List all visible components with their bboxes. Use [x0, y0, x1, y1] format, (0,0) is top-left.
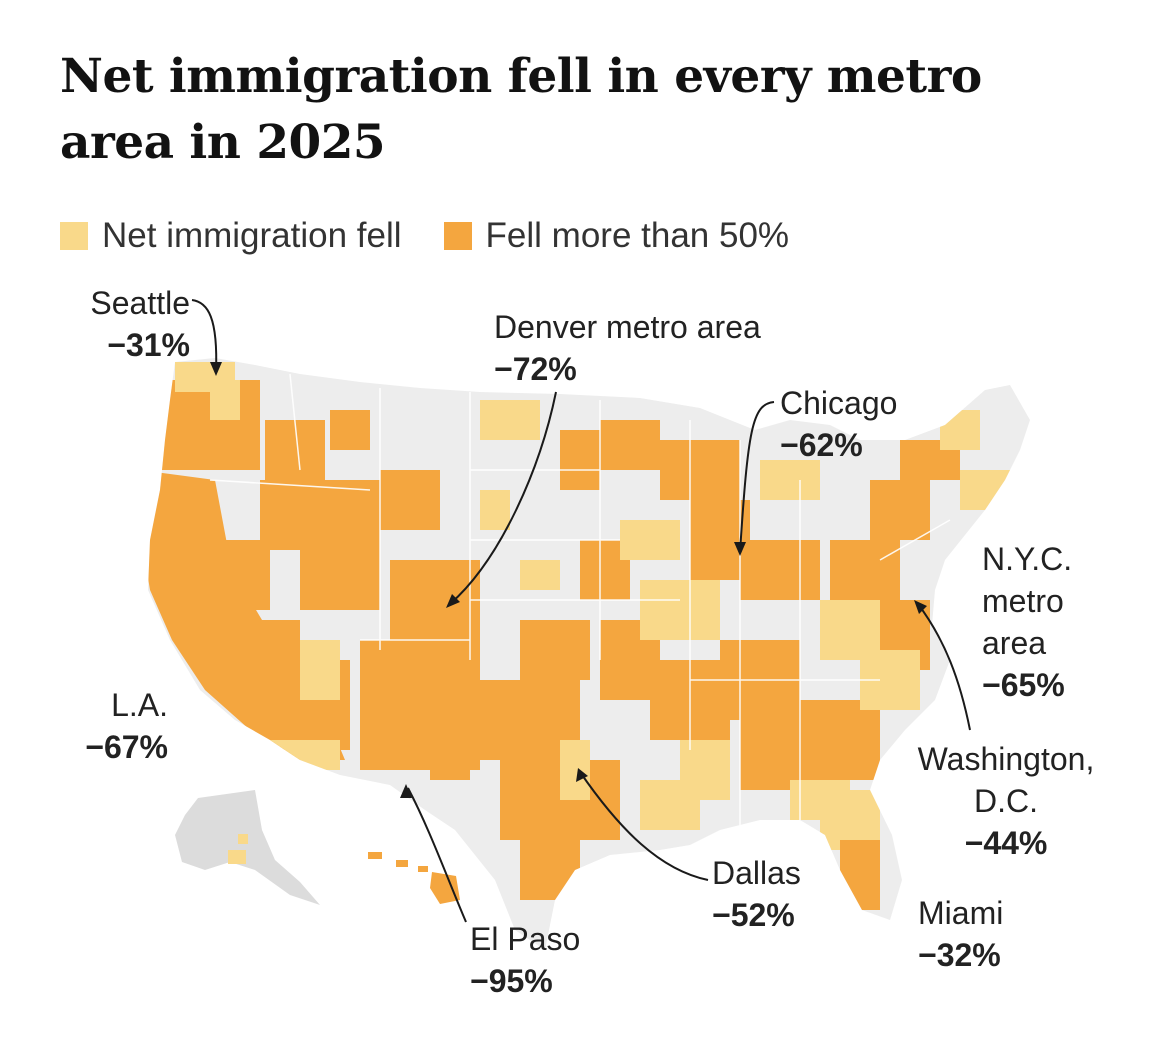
leader-lines	[191, 299, 971, 923]
annotation-denver-value: −72%	[494, 351, 577, 387]
annotation-seattle: Seattle −31%	[40, 282, 190, 366]
annotation-chicago-value: −62%	[780, 427, 863, 463]
annotation-denver: Denver metro area −72%	[494, 306, 834, 390]
arrow-dallas	[576, 768, 588, 782]
annotation-la-value: −67%	[85, 729, 168, 765]
contiguous-us	[148, 358, 1030, 950]
leader-elpaso	[407, 787, 467, 923]
legend-swatch-fell	[60, 222, 88, 250]
leader-nyc	[917, 603, 971, 731]
annotation-elpaso-value: −95%	[470, 963, 553, 999]
hawaii	[368, 852, 460, 904]
annotation-miami: Miami −32%	[918, 892, 1058, 976]
annotation-elpaso-name: El Paso	[470, 921, 581, 957]
alaska	[175, 790, 320, 905]
annotation-la: L.A. −67%	[40, 684, 168, 768]
annotation-dc: Washington, D.C. −44%	[896, 738, 1116, 864]
annotation-nyc-name-line3: area	[982, 625, 1047, 661]
annotation-dc-value: −44%	[964, 825, 1048, 861]
annotation-miami-name: Miami	[918, 895, 1004, 931]
annotation-dallas-name: Dallas	[712, 855, 801, 891]
annotation-nyc-value: −65%	[982, 667, 1065, 703]
chart-title: Net immigration fell in every metro area…	[60, 49, 982, 170]
state-borders	[209, 373, 951, 830]
leader-denver	[449, 391, 557, 605]
annotation-miami-value: −32%	[918, 937, 1001, 973]
annotation-dallas-value: −52%	[712, 897, 795, 933]
annotation-la-name: L.A.	[111, 687, 168, 723]
annotation-dc-name-line2: D.C.	[974, 783, 1038, 819]
legend-label-fell-50: Fell more than 50%	[485, 216, 790, 255]
leader-chicago	[739, 401, 775, 553]
county-fill-layer	[148, 362, 1010, 910]
annotation-nyc-name-line1: N.Y.C.	[982, 541, 1073, 577]
annotation-chicago: Chicago −62%	[780, 382, 940, 466]
annotation-denver-name: Denver metro area	[494, 309, 761, 345]
leader-seattle	[191, 299, 218, 373]
annotation-nyc: N.Y.C. metro area −65%	[982, 538, 1142, 706]
legend: Net immigration fell Fell more than 50%	[60, 212, 831, 260]
legend-item-fell-50: Fell more than 50%	[443, 216, 790, 256]
annotation-dallas: Dallas −52%	[712, 852, 852, 936]
arrow-elpaso	[400, 784, 412, 798]
legend-swatch-fell-50	[443, 222, 472, 250]
annotation-seattle-name: Seattle	[90, 285, 190, 321]
arrow-denver	[446, 594, 460, 608]
legend-item-fell: Net immigration fell	[60, 216, 402, 256]
annotation-nyc-name-line2: metro	[982, 583, 1064, 619]
annotation-dc-name-line1: Washington,	[917, 741, 1095, 777]
leader-dallas	[579, 771, 709, 881]
legend-label-fell: Net immigration fell	[102, 216, 402, 255]
arrow-chicago	[734, 542, 746, 556]
arrow-nyc	[914, 600, 927, 614]
leader-arrowheads	[210, 362, 927, 798]
annotation-chicago-name: Chicago	[780, 385, 898, 421]
annotation-seattle-value: −31%	[107, 327, 190, 363]
arrow-seattle	[210, 362, 222, 376]
annotation-elpaso: El Paso −95%	[470, 918, 630, 1002]
